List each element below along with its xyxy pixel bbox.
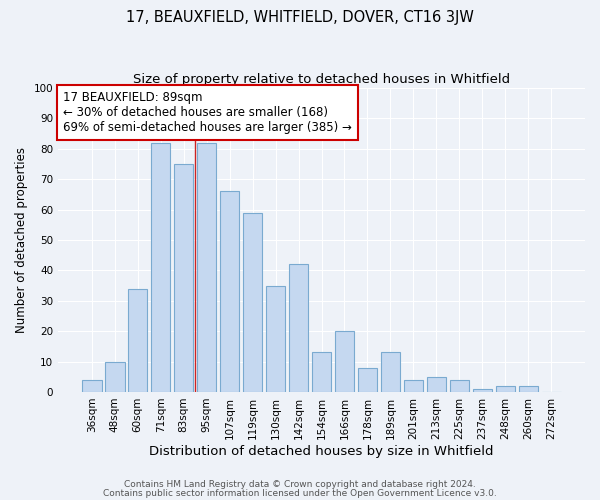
Bar bbox=[289, 264, 308, 392]
Bar bbox=[151, 143, 170, 392]
Text: Contains HM Land Registry data © Crown copyright and database right 2024.: Contains HM Land Registry data © Crown c… bbox=[124, 480, 476, 489]
Text: 17 BEAUXFIELD: 89sqm
← 30% of detached houses are smaller (168)
69% of semi-deta: 17 BEAUXFIELD: 89sqm ← 30% of detached h… bbox=[64, 91, 352, 134]
Bar bbox=[174, 164, 193, 392]
Bar bbox=[105, 362, 125, 392]
Bar bbox=[380, 352, 400, 392]
Bar bbox=[449, 380, 469, 392]
X-axis label: Distribution of detached houses by size in Whitfield: Distribution of detached houses by size … bbox=[149, 444, 494, 458]
Bar bbox=[220, 192, 239, 392]
Bar bbox=[518, 386, 538, 392]
Bar bbox=[496, 386, 515, 392]
Bar bbox=[358, 368, 377, 392]
Bar bbox=[404, 380, 423, 392]
Y-axis label: Number of detached properties: Number of detached properties bbox=[15, 147, 28, 333]
Text: Contains public sector information licensed under the Open Government Licence v3: Contains public sector information licen… bbox=[103, 488, 497, 498]
Bar bbox=[335, 331, 354, 392]
Bar bbox=[197, 143, 217, 392]
Text: 17, BEAUXFIELD, WHITFIELD, DOVER, CT16 3JW: 17, BEAUXFIELD, WHITFIELD, DOVER, CT16 3… bbox=[126, 10, 474, 25]
Bar bbox=[473, 389, 492, 392]
Bar bbox=[82, 380, 101, 392]
Bar bbox=[266, 286, 286, 392]
Bar bbox=[312, 352, 331, 392]
Title: Size of property relative to detached houses in Whitfield: Size of property relative to detached ho… bbox=[133, 72, 510, 86]
Bar bbox=[427, 377, 446, 392]
Bar bbox=[243, 212, 262, 392]
Bar bbox=[128, 288, 148, 392]
